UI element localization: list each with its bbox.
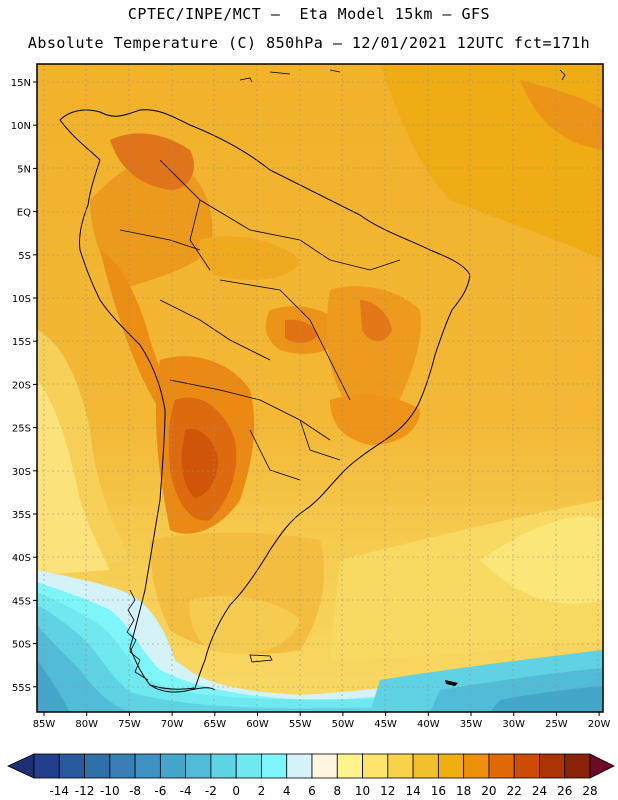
lon-label: 50W: [332, 719, 355, 730]
colorbar-label: 28: [582, 784, 597, 798]
colorbar-label: 4: [283, 784, 291, 798]
lon-label: 35W: [460, 719, 483, 730]
colorbar-label: 10: [355, 784, 370, 798]
colorbar-label: 0: [232, 784, 240, 798]
lon-label: 60W: [246, 719, 269, 730]
lat-label: 25S: [12, 424, 31, 435]
lon-label: 55W: [289, 719, 312, 730]
colorbar-swatch: [437, 753, 465, 779]
lon-label: 40W: [417, 719, 440, 730]
colorbar-label: 22: [507, 784, 522, 798]
latitude-labels: 15N 10N 5N EQ 5S 10S 15S 20S 25S 30S 35S 40S 45S 50S 5…: [11, 78, 37, 694]
colorbar-swatch: [513, 753, 540, 779]
colorbar-swatch: [463, 753, 490, 779]
colorbar-label: -8: [129, 784, 141, 798]
colorbar-swatch: [210, 753, 237, 779]
colorbar-label: 14: [405, 784, 420, 798]
colorbar-label: -14: [49, 784, 69, 798]
colorbar-swatch: [387, 753, 414, 779]
colorbar-label: -2: [205, 784, 217, 798]
lat-label: 50S: [12, 640, 31, 651]
lon-label: 25W: [545, 719, 568, 730]
temperature-field: [37, 64, 603, 712]
colorbar-swatch: [109, 753, 136, 779]
colorbar-label: 12: [380, 784, 395, 798]
lon-label: 75W: [118, 719, 141, 730]
colorbar-swatch: [58, 753, 85, 779]
lon-label: 30W: [502, 719, 525, 730]
colorbar-swatch: [84, 753, 111, 779]
lat-label: 40S: [12, 553, 31, 564]
colorbar-swatch: [286, 753, 313, 779]
colorbar-swatch: [185, 753, 212, 779]
lat-label: 10S: [12, 294, 31, 305]
lon-label: 85W: [33, 719, 56, 730]
colorbar-swatch: [564, 753, 591, 779]
colorbar-label: 8: [333, 784, 341, 798]
lat-label: 5S: [18, 251, 31, 262]
colorbar-swatch: [33, 753, 60, 779]
lon-label: 20W: [588, 719, 611, 730]
colorbar-label: 20: [481, 784, 496, 798]
colorbar-swatch: [539, 753, 566, 779]
lat-label: 20S: [12, 380, 31, 391]
colorbar-label: -6: [154, 784, 166, 798]
colorbar-label: 24: [532, 784, 547, 798]
colorbar-label: -10: [100, 784, 120, 798]
lat-label: 45S: [12, 596, 31, 607]
colorbar-swatch: [488, 753, 515, 779]
colorbar-label: 16: [431, 784, 446, 798]
map-title-line1: CPTEC/INPE/MCT – Eta Model 15km – GFS: [127, 5, 491, 23]
lat-label: 15S: [12, 337, 31, 348]
lon-label: 80W: [75, 719, 98, 730]
colorbar-swatch: [336, 753, 363, 779]
colorbar-swatch: [261, 753, 288, 779]
colorbar-label: -4: [180, 784, 192, 798]
colorbar-label: 2: [258, 784, 266, 798]
lon-label: 65W: [203, 719, 226, 730]
colorbar-label: -12: [75, 784, 95, 798]
lat-label: 30S: [12, 467, 31, 478]
colorbar-over-arrow: [589, 753, 615, 779]
lat-label: 15N: [11, 78, 31, 89]
lat-label: 35S: [12, 510, 31, 521]
map-title-line2: Absolute Temperature (C) 850hPa – 12/01/…: [27, 34, 591, 52]
colorbar-swatch: [159, 753, 187, 779]
lat-label: 5N: [17, 164, 31, 175]
lat-label: EQ: [17, 208, 31, 219]
longitude-labels: 85W 80W 75W 70W 65W 60W 55W 50W 45W 40W 35W 30W 25W 2…: [33, 712, 611, 730]
lon-label: 45W: [374, 719, 397, 730]
temperature-colorbar: -14 -12 -10 -8 -6 -4 -2 0 2 4 6 8 10 12 14 16 18 20 22 24 26…: [7, 753, 615, 798]
plot-frame: [36, 63, 604, 713]
colorbar-label: 18: [456, 784, 471, 798]
colorbar-label: 26: [557, 784, 572, 798]
lon-label: 70W: [161, 719, 184, 730]
colorbar-swatch: [362, 753, 389, 779]
colorbar-swatch: [412, 753, 439, 779]
colorbar-swatch: [134, 753, 161, 779]
colorbar-under-arrow: [7, 753, 35, 779]
colorbar-label: 6: [308, 784, 316, 798]
colorbar-swatch: [311, 753, 338, 779]
lat-label: 55S: [12, 683, 31, 694]
lat-label: 10N: [11, 121, 31, 132]
colorbar-swatch: [235, 753, 262, 779]
